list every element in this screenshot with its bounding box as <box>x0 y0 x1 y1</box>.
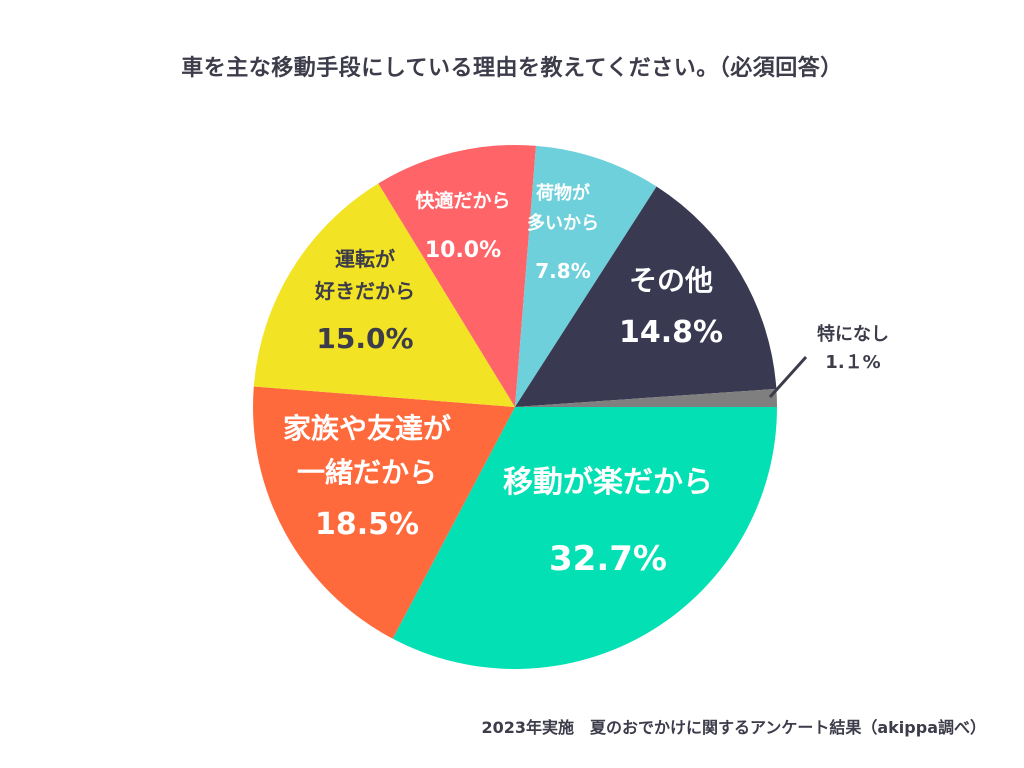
pie-slices <box>253 145 777 669</box>
pie-slice <box>515 388 777 407</box>
slice-value-label: 14.8% <box>619 315 723 350</box>
pie-slice <box>378 145 536 407</box>
slice-category-label: 家族や友達が <box>283 412 451 445</box>
chart-title: 車を主な移動手段にしている理由を教えてください。（必須回答） <box>181 56 843 81</box>
slice-label: 快適だから 10.0% <box>415 189 510 263</box>
pie-slice <box>392 407 777 669</box>
slice-category-label: 好きだから <box>314 279 415 303</box>
pie-slice <box>515 145 657 407</box>
pie-slice <box>253 183 516 407</box>
slice-value-label: 32.7% <box>549 539 667 579</box>
slice-category-label: 移動が楽だから <box>503 465 713 500</box>
pie-slice <box>515 186 777 407</box>
slice-value-label: 15.0% <box>316 322 413 355</box>
slice-category-label: 多いから <box>527 212 599 234</box>
slice-label: 特になし 1.１% <box>817 323 889 373</box>
slice-category-label: 一緒だから <box>297 456 437 489</box>
slice-label: その他 14.8% <box>619 264 723 350</box>
slice-value-label: 7.8% <box>535 259 590 283</box>
callout-leader-line <box>768 355 808 399</box>
slice-category-label: その他 <box>629 264 713 297</box>
slice-value-label: 18.5% <box>315 507 419 542</box>
slice-category-label: 快適だから <box>415 189 510 212</box>
slice-category-label: 運転が <box>335 247 395 271</box>
pie-slice <box>253 386 516 639</box>
slice-value-label: 10.0% <box>425 238 501 263</box>
source-note: 2023年実施 夏のおでかけに関するアンケート結果（akippa調べ） <box>481 718 986 737</box>
slice-label: 移動が楽だから 32.7% <box>503 465 713 579</box>
slice-category-label: 特になし <box>817 323 889 345</box>
slice-value-label: 1.１% <box>825 352 880 373</box>
slice-category-label: 荷物が <box>536 182 590 204</box>
